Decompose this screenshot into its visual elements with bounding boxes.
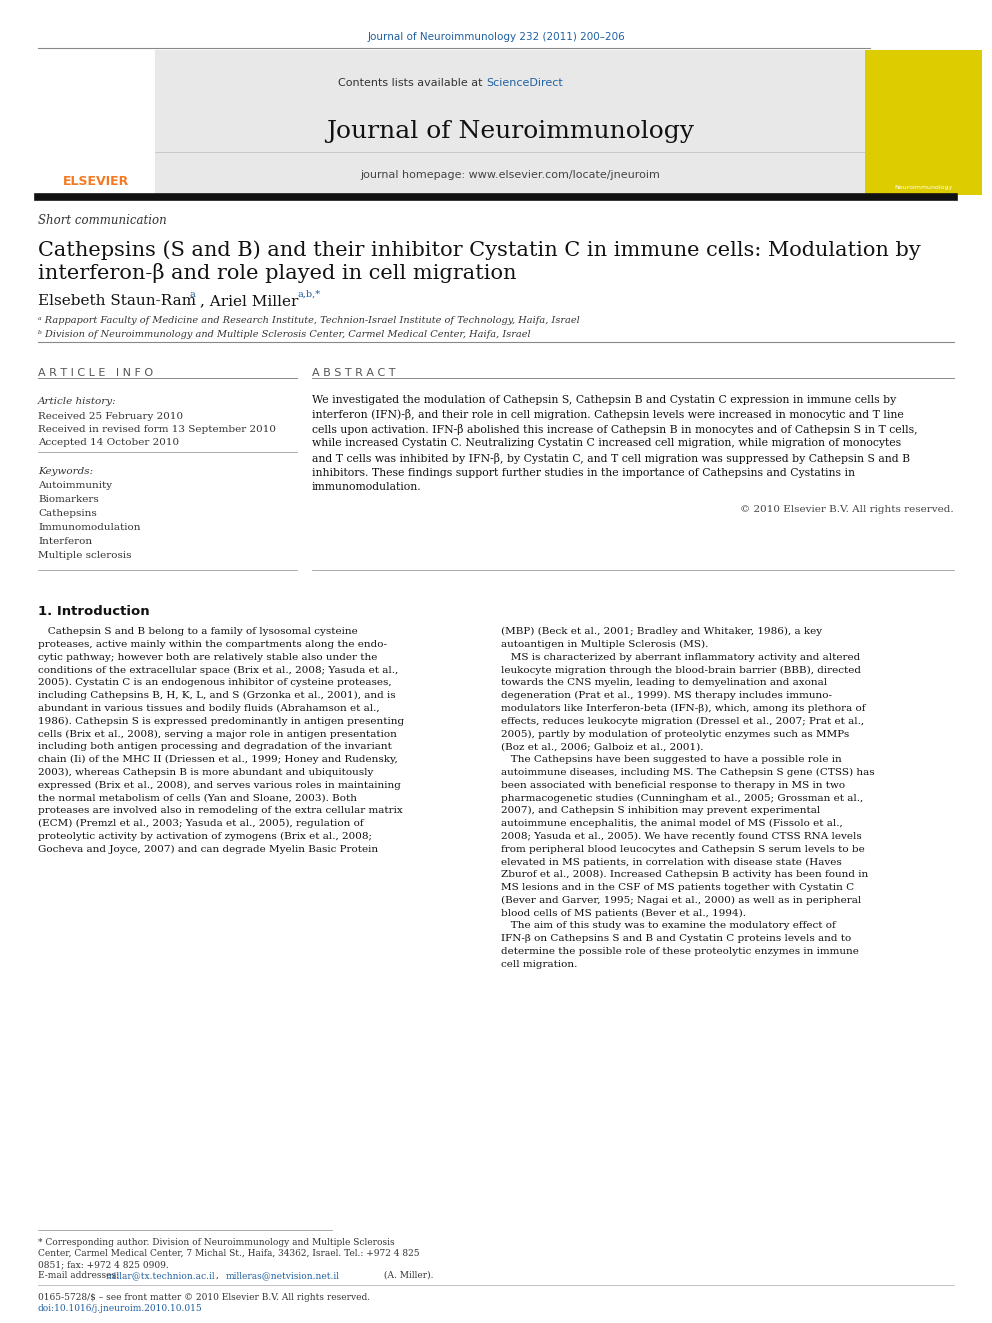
Text: MS is characterized by aberrant inflammatory activity and altered: MS is characterized by aberrant inflamma… [501,652,860,662]
Text: MS lesions and in the CSF of MS patients together with Cystatin C: MS lesions and in the CSF of MS patients… [501,882,854,892]
Text: expressed (Brix et al., 2008), and serves various roles in maintaining: expressed (Brix et al., 2008), and serve… [38,781,401,790]
Text: determine the possible role of these proteolytic enzymes in immune: determine the possible role of these pro… [501,947,859,957]
Text: Received in revised form 13 September 2010: Received in revised form 13 September 20… [38,425,276,434]
Text: Elsebeth Staun-Ram: Elsebeth Staun-Ram [38,294,196,308]
Bar [38,50,155,194]
Text: a,b,*: a,b,* [297,290,320,299]
Text: Cathepsins: Cathepsins [38,509,97,519]
Text: 0851; fax: +972 4 825 0909.: 0851; fax: +972 4 825 0909. [38,1259,169,1269]
Text: Interferon: Interferon [38,537,92,546]
Text: Accepted 14 October 2010: Accepted 14 October 2010 [38,438,180,447]
Text: abundant in various tissues and bodily fluids (Abrahamson et al.,: abundant in various tissues and bodily f… [38,704,380,713]
Text: cytic pathway; however both are relatively stable also under the: cytic pathway; however both are relative… [38,652,377,662]
Text: effects, reduces leukocyte migration (Dressel et al., 2007; Prat et al.,: effects, reduces leukocyte migration (Dr… [501,717,864,726]
Text: the normal metabolism of cells (Yan and Sloane, 2003). Both: the normal metabolism of cells (Yan and … [38,794,357,803]
Text: A R T I C L E   I N F O: A R T I C L E I N F O [38,368,153,378]
Text: , Ariel Miller: , Ariel Miller [200,294,299,308]
Text: 1. Introduction: 1. Introduction [38,605,150,618]
Text: Contents lists available at: Contents lists available at [338,78,486,89]
Text: © 2010 Elsevier B.V. All rights reserved.: © 2010 Elsevier B.V. All rights reserved… [740,504,954,513]
Text: IFN-β on Cathepsins S and B and Cystatin C proteins levels and to: IFN-β on Cathepsins S and B and Cystatin… [501,934,851,943]
Text: 2005), partly by modulation of proteolytic enzymes such as MMPs: 2005), partly by modulation of proteolyt… [501,729,849,738]
Text: been associated with beneficial response to therapy in MS in two: been associated with beneficial response… [501,781,845,790]
Text: 0165-5728/$ – see front matter © 2010 Elsevier B.V. All rights reserved.: 0165-5728/$ – see front matter © 2010 El… [38,1293,370,1302]
Text: Autoimmunity: Autoimmunity [38,482,112,490]
Text: Zburof et al., 2008). Increased Cathepsin B activity has been found in: Zburof et al., 2008). Increased Cathepsi… [501,871,868,880]
Text: Neuroimmunology: Neuroimmunology [895,185,952,191]
Text: * Corresponding author. Division of Neuroimmunology and Multiple Sclerosis: * Corresponding author. Division of Neur… [38,1238,395,1248]
Text: We investigated the modulation of Cathepsin S, Cathepsin B and Cystatin C expres: We investigated the modulation of Cathep… [312,396,896,405]
Bar [155,50,865,194]
Text: 2003), whereas Cathepsin B is more abundant and ubiquitously: 2003), whereas Cathepsin B is more abund… [38,767,373,777]
Text: conditions of the extracellular space (Brix et al., 2008; Yasuda et al.,: conditions of the extracellular space (B… [38,665,398,675]
Text: interferon (IFN)-β, and their role in cell migration. Cathepsin levels were incr: interferon (IFN)-β, and their role in ce… [312,410,904,421]
Text: Cathepsins (S and B) and their inhibitor Cystatin C in immune cells: Modulation : Cathepsins (S and B) and their inhibitor… [38,239,921,259]
Text: journal homepage: www.elsevier.com/locate/jneuroim: journal homepage: www.elsevier.com/locat… [360,169,660,180]
Text: ,: , [216,1271,222,1279]
Text: autoimmune diseases, including MS. The Cathepsin S gene (CTSS) has: autoimmune diseases, including MS. The C… [501,767,875,777]
Text: autoimmune encephalitis, the animal model of MS (Fissolo et al.,: autoimmune encephalitis, the animal mode… [501,819,843,828]
Text: doi:10.1016/j.jneuroim.2010.10.015: doi:10.1016/j.jneuroim.2010.10.015 [38,1304,202,1312]
Text: leukocyte migration through the blood-brain barrier (BBB), directed: leukocyte migration through the blood-br… [501,665,861,675]
Text: 2005). Cystatin C is an endogenous inhibitor of cysteine proteases,: 2005). Cystatin C is an endogenous inhib… [38,679,392,688]
Text: The Cathepsins have been suggested to have a possible role in: The Cathepsins have been suggested to ha… [501,755,842,763]
Text: chain (Ii) of the MHC II (Driessen et al., 1999; Honey and Rudensky,: chain (Ii) of the MHC II (Driessen et al… [38,755,398,765]
Text: cell migration.: cell migration. [501,959,577,968]
Text: a: a [190,290,195,299]
Text: Immunomodulation: Immunomodulation [38,523,141,532]
Text: Article history:: Article history: [38,397,117,406]
Text: (A. Miller).: (A. Miller). [381,1271,434,1279]
Text: milleras@netvision.net.il: milleras@netvision.net.il [226,1271,340,1279]
Text: proteases, active mainly within the compartments along the endo-: proteases, active mainly within the comp… [38,640,387,648]
Text: E-mail addresses:: E-mail addresses: [38,1271,122,1279]
Bar [865,50,982,194]
Text: Journal of Neuroimmunology: Journal of Neuroimmunology [326,120,694,143]
Text: (MBP) (Beck et al., 2001; Bradley and Whitaker, 1986), a key: (MBP) (Beck et al., 2001; Bradley and Wh… [501,627,822,636]
Text: elevated in MS patients, in correlation with disease state (Haves: elevated in MS patients, in correlation … [501,857,842,867]
Text: ᵇ Division of Neuroimmunology and Multiple Sclerosis Center, Carmel Medical Cent: ᵇ Division of Neuroimmunology and Multip… [38,329,531,339]
Text: Journal of Neuroimmunology 232 (2011) 200–206: Journal of Neuroimmunology 232 (2011) 20… [367,32,625,42]
Text: The aim of this study was to examine the modulatory effect of: The aim of this study was to examine the… [501,921,835,930]
Text: from peripheral blood leucocytes and Cathepsin S serum levels to be: from peripheral blood leucocytes and Cat… [501,844,865,853]
Text: 1986). Cathepsin S is expressed predominantly in antigen presenting: 1986). Cathepsin S is expressed predomin… [38,717,404,726]
Text: cells (Brix et al., 2008), serving a major role in antigen presentation: cells (Brix et al., 2008), serving a maj… [38,729,397,738]
Text: cells upon activation. IFN-β abolished this increase of Cathepsin B in monocytes: cells upon activation. IFN-β abolished t… [312,423,918,435]
Text: ELSEVIER: ELSEVIER [62,175,129,188]
Text: (Bever and Garver, 1995; Nagai et al., 2000) as well as in peripheral: (Bever and Garver, 1995; Nagai et al., 2… [501,896,861,905]
Text: ᵃ Rappaport Faculty of Medicine and Research Institute, Technion-Israel Institut: ᵃ Rappaport Faculty of Medicine and Rese… [38,316,579,325]
Text: modulators like Interferon-beta (IFN-β), which, among its plethora of: modulators like Interferon-beta (IFN-β),… [501,704,865,713]
Text: proteolytic activity by activation of zymogens (Brix et al., 2008;: proteolytic activity by activation of zy… [38,832,372,841]
Text: including Cathepsins B, H, K, L, and S (Grzonka et al., 2001), and is: including Cathepsins B, H, K, L, and S (… [38,691,396,700]
Text: (Boz et al., 2006; Galboiz et al., 2001).: (Boz et al., 2006; Galboiz et al., 2001)… [501,742,703,751]
Text: Biomarkers: Biomarkers [38,495,99,504]
Text: millar@tx.technion.ac.il: millar@tx.technion.ac.il [106,1271,215,1279]
Text: blood cells of MS patients (Bever et al., 1994).: blood cells of MS patients (Bever et al.… [501,909,746,918]
Text: Center, Carmel Medical Center, 7 Michal St., Haifa, 34362, Israel. Tel.: +972 4 : Center, Carmel Medical Center, 7 Michal … [38,1249,420,1258]
Text: (ECM) (Premzl et al., 2003; Yasuda et al., 2005), regulation of: (ECM) (Premzl et al., 2003; Yasuda et al… [38,819,364,828]
Text: autoantigen in Multiple Sclerosis (MS).: autoantigen in Multiple Sclerosis (MS). [501,640,708,648]
Text: Keywords:: Keywords: [38,467,93,476]
Text: ScienceDirect: ScienceDirect [486,78,562,89]
Text: Gocheva and Joyce, 2007) and can degrade Myelin Basic Protein: Gocheva and Joyce, 2007) and can degrade… [38,844,378,853]
Text: and T cells was inhibited by IFN-β, by Cystatin C, and T cell migration was supp: and T cells was inhibited by IFN-β, by C… [312,452,910,464]
Text: interferon-β and role played in cell migration: interferon-β and role played in cell mig… [38,263,517,283]
Text: A B S T R A C T: A B S T R A C T [312,368,396,378]
Text: while increased Cystatin C. Neutralizing Cystatin C increased cell migration, wh: while increased Cystatin C. Neutralizing… [312,438,901,448]
Text: pharmacogenetic studies (Cunningham et al., 2005; Grossman et al.,: pharmacogenetic studies (Cunningham et a… [501,794,863,803]
Text: including both antigen processing and degradation of the invariant: including both antigen processing and de… [38,742,392,751]
Text: Short communication: Short communication [38,214,167,228]
Text: inhibitors. These findings support further studies in the importance of Cathepsi: inhibitors. These findings support furth… [312,467,855,478]
Text: Multiple sclerosis: Multiple sclerosis [38,550,132,560]
Text: 2008; Yasuda et al., 2005). We have recently found CTSS RNA levels: 2008; Yasuda et al., 2005). We have rece… [501,832,862,841]
Text: Cathepsin S and B belong to a family of lysosomal cysteine: Cathepsin S and B belong to a family of … [38,627,358,636]
Text: degeneration (Prat et al., 1999). MS therapy includes immuno-: degeneration (Prat et al., 1999). MS the… [501,691,832,700]
Text: towards the CNS myelin, leading to demyelination and axonal: towards the CNS myelin, leading to demye… [501,679,827,687]
Text: immunomodulation.: immunomodulation. [312,482,422,492]
Text: Received 25 February 2010: Received 25 February 2010 [38,411,184,421]
Text: 2007), and Cathepsin S inhibition may prevent experimental: 2007), and Cathepsin S inhibition may pr… [501,806,820,815]
Text: proteases are involved also in remodeling of the extra cellular matrix: proteases are involved also in remodelin… [38,806,403,815]
